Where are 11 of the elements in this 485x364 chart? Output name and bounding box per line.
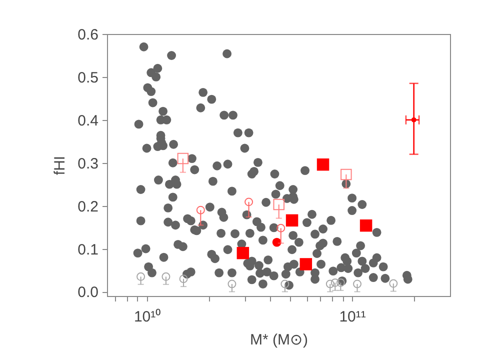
y-tick-label: 0.0: [78, 284, 98, 302]
y-tick-label: 0.5: [78, 69, 98, 86]
y-tick-label: 0.1: [78, 241, 98, 258]
x-tick-label: 10¹⁰: [134, 308, 161, 326]
y-tick-label: 0.6: [78, 26, 98, 44]
x-tick-label: 10¹¹: [339, 308, 366, 326]
y-tick-label: 0.3: [78, 155, 98, 172]
y-tick-label: 0.2: [78, 198, 98, 216]
y-axis-title: fHI: [52, 156, 69, 176]
x-axis-title: M* (M⊙): [250, 332, 308, 348]
y-tick-label: 0.4: [78, 112, 98, 130]
